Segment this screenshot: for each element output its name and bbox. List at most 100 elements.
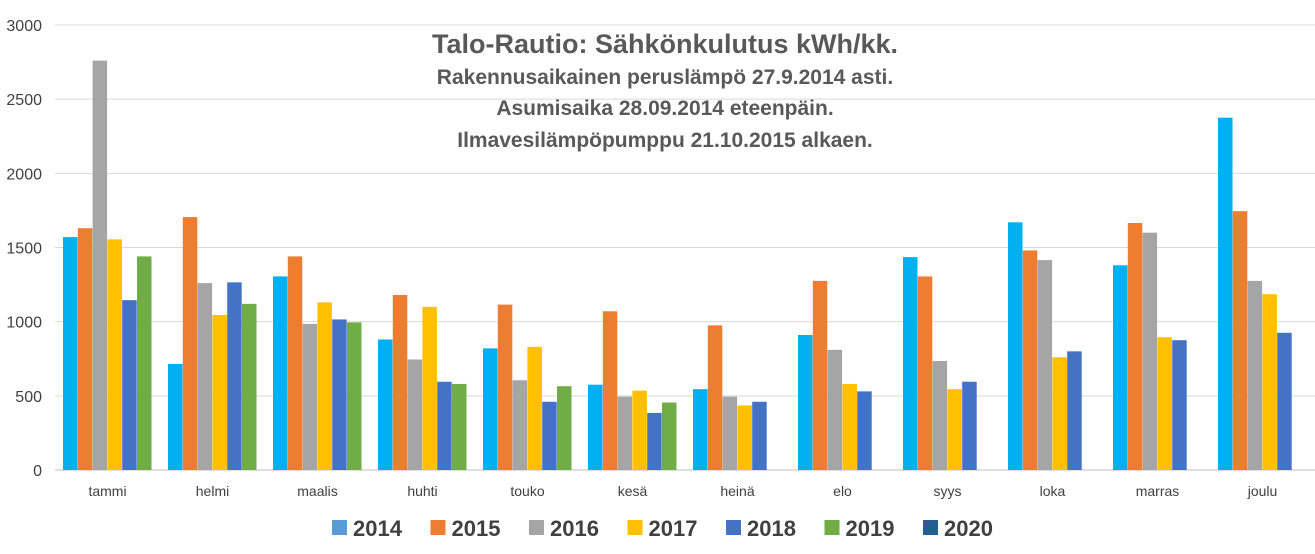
x-tick-label: syys xyxy=(934,483,962,499)
bar xyxy=(693,389,708,470)
title-line-3: Asumisaika 28.09.2014 eteenpäin. xyxy=(496,97,833,120)
bar xyxy=(857,391,872,470)
legend-label: 2017 xyxy=(649,516,698,541)
bar xyxy=(483,348,498,470)
y-axis-tick-labels: 0 500 1000 1500 2000 2500 3000 xyxy=(6,18,42,480)
bar xyxy=(903,257,918,470)
bar xyxy=(737,405,752,470)
bar xyxy=(1067,351,1082,470)
x-tick-label: kesä xyxy=(618,483,648,499)
bar xyxy=(1172,340,1187,470)
bar xyxy=(707,325,723,470)
x-axis: tammi helmi maalis huhti touko kesä heinä elo sy… xyxy=(88,483,1277,499)
bar xyxy=(407,359,423,470)
bar xyxy=(917,276,933,470)
x-tick-label: marras xyxy=(1136,483,1180,499)
bar xyxy=(317,302,332,470)
legend-swatch xyxy=(726,520,741,535)
bar xyxy=(182,217,198,470)
bar xyxy=(1277,332,1292,470)
x-tick-label: loka xyxy=(1040,483,1066,499)
legend-swatch xyxy=(627,520,643,535)
bar xyxy=(332,319,347,470)
bar xyxy=(1113,265,1128,470)
chart-title: Talo-Rautio: Sähkönkulutus kWh/kk. Raken… xyxy=(432,29,898,152)
bar xyxy=(722,396,738,470)
x-tick-label: elo xyxy=(833,483,852,499)
bar xyxy=(512,380,528,470)
bar xyxy=(588,384,603,470)
bar xyxy=(197,283,213,470)
title-line-2: Rakennusaikainen peruslämpö 27.9.2014 as… xyxy=(437,66,893,89)
legend-label: 2016 xyxy=(550,516,599,541)
x-tick-label: maalis xyxy=(297,483,337,499)
y-tick-label: 500 xyxy=(15,389,42,406)
bar xyxy=(962,381,977,470)
bar xyxy=(392,294,408,470)
bar xyxy=(1052,357,1067,470)
bar xyxy=(557,386,572,470)
gridlines xyxy=(55,24,1315,471)
bar xyxy=(527,346,542,470)
bar xyxy=(752,401,767,470)
y-tick-label: 2500 xyxy=(6,92,42,109)
legend-swatch xyxy=(529,520,544,535)
bar xyxy=(1247,280,1263,470)
bar xyxy=(1218,117,1233,470)
bar xyxy=(1022,250,1038,470)
x-tick-label: tammi xyxy=(88,483,126,499)
bar xyxy=(452,383,467,470)
bar xyxy=(827,349,843,470)
x-tick-label: heinä xyxy=(720,483,754,499)
bar xyxy=(422,306,437,470)
bar xyxy=(168,363,183,470)
bar xyxy=(273,276,288,470)
bar xyxy=(617,396,633,470)
legend-swatch xyxy=(430,520,446,535)
bar xyxy=(1037,260,1053,470)
legend: 2014 2015 2016 2017 2018 2019 2020 xyxy=(332,516,993,541)
legend-label: 2015 xyxy=(452,516,501,541)
bar xyxy=(1008,222,1023,470)
legend-swatch xyxy=(923,520,938,535)
bar xyxy=(122,300,137,470)
legend-label: 2018 xyxy=(747,516,796,541)
bar xyxy=(347,322,362,470)
bar xyxy=(662,402,677,470)
bar xyxy=(632,390,647,470)
x-tick-label: huhti xyxy=(407,483,437,499)
bar xyxy=(798,335,813,470)
bar xyxy=(542,401,557,470)
legend-swatch xyxy=(332,520,347,535)
title-line-4: Ilmavesilämpöpumppu 21.10.2015 alkaen. xyxy=(457,129,873,152)
y-tick-label: 1500 xyxy=(6,241,42,258)
bar xyxy=(63,237,78,470)
bar xyxy=(812,280,828,470)
bar xyxy=(77,228,93,470)
bar xyxy=(137,256,152,470)
x-tick-label: joulu xyxy=(1247,483,1278,499)
legend-label: 2019 xyxy=(846,516,895,541)
legend-label: 2014 xyxy=(353,516,403,541)
y-tick-label: 3000 xyxy=(6,18,42,35)
bar xyxy=(1157,337,1172,470)
bar xyxy=(497,304,513,470)
y-tick-label: 1000 xyxy=(6,315,42,332)
bar xyxy=(227,282,242,470)
bar xyxy=(1232,211,1248,471)
bar xyxy=(302,323,318,470)
bar xyxy=(947,389,962,470)
bar xyxy=(107,239,122,470)
legend-swatch xyxy=(824,520,840,535)
bar xyxy=(842,383,857,470)
bar xyxy=(242,303,257,470)
title-line-1: Talo-Rautio: Sähkönkulutus kWh/kk. xyxy=(432,29,898,59)
bar xyxy=(1142,232,1158,470)
bar xyxy=(932,360,948,470)
y-tick-label: 0 xyxy=(33,463,42,480)
y-tick-label: 2000 xyxy=(6,166,42,183)
x-tick-label: helmi xyxy=(196,483,229,499)
x-tick-label: touko xyxy=(510,483,544,499)
